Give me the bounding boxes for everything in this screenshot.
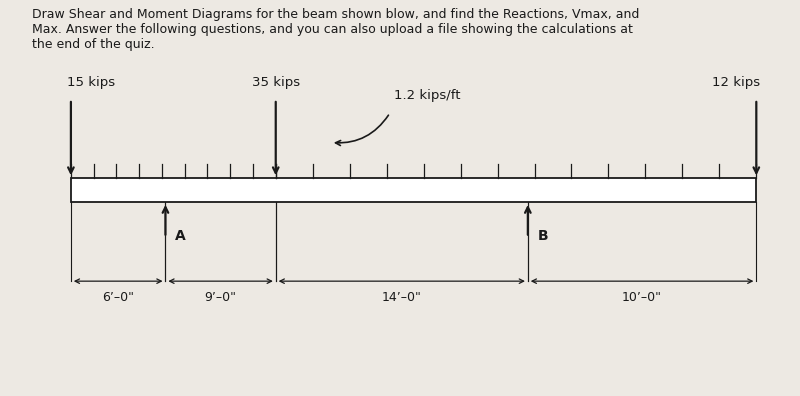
Text: 6’–0": 6’–0"	[102, 291, 134, 304]
Text: 1.2 kips/ft: 1.2 kips/ft	[394, 89, 461, 101]
Text: 12 kips: 12 kips	[712, 76, 760, 89]
Text: 15 kips: 15 kips	[67, 76, 115, 89]
Text: B: B	[538, 228, 548, 243]
Text: Draw Shear and Moment Diagrams for the beam shown blow, and find the Reactions, : Draw Shear and Moment Diagrams for the b…	[31, 8, 639, 51]
Text: 10’–0": 10’–0"	[622, 291, 662, 304]
Text: 35 kips: 35 kips	[252, 76, 300, 89]
Text: A: A	[175, 228, 186, 243]
Text: 9’–0": 9’–0"	[205, 291, 237, 304]
Text: 14’–0": 14’–0"	[382, 291, 422, 304]
FancyArrowPatch shape	[335, 115, 389, 145]
Bar	[71, 178, 756, 202]
